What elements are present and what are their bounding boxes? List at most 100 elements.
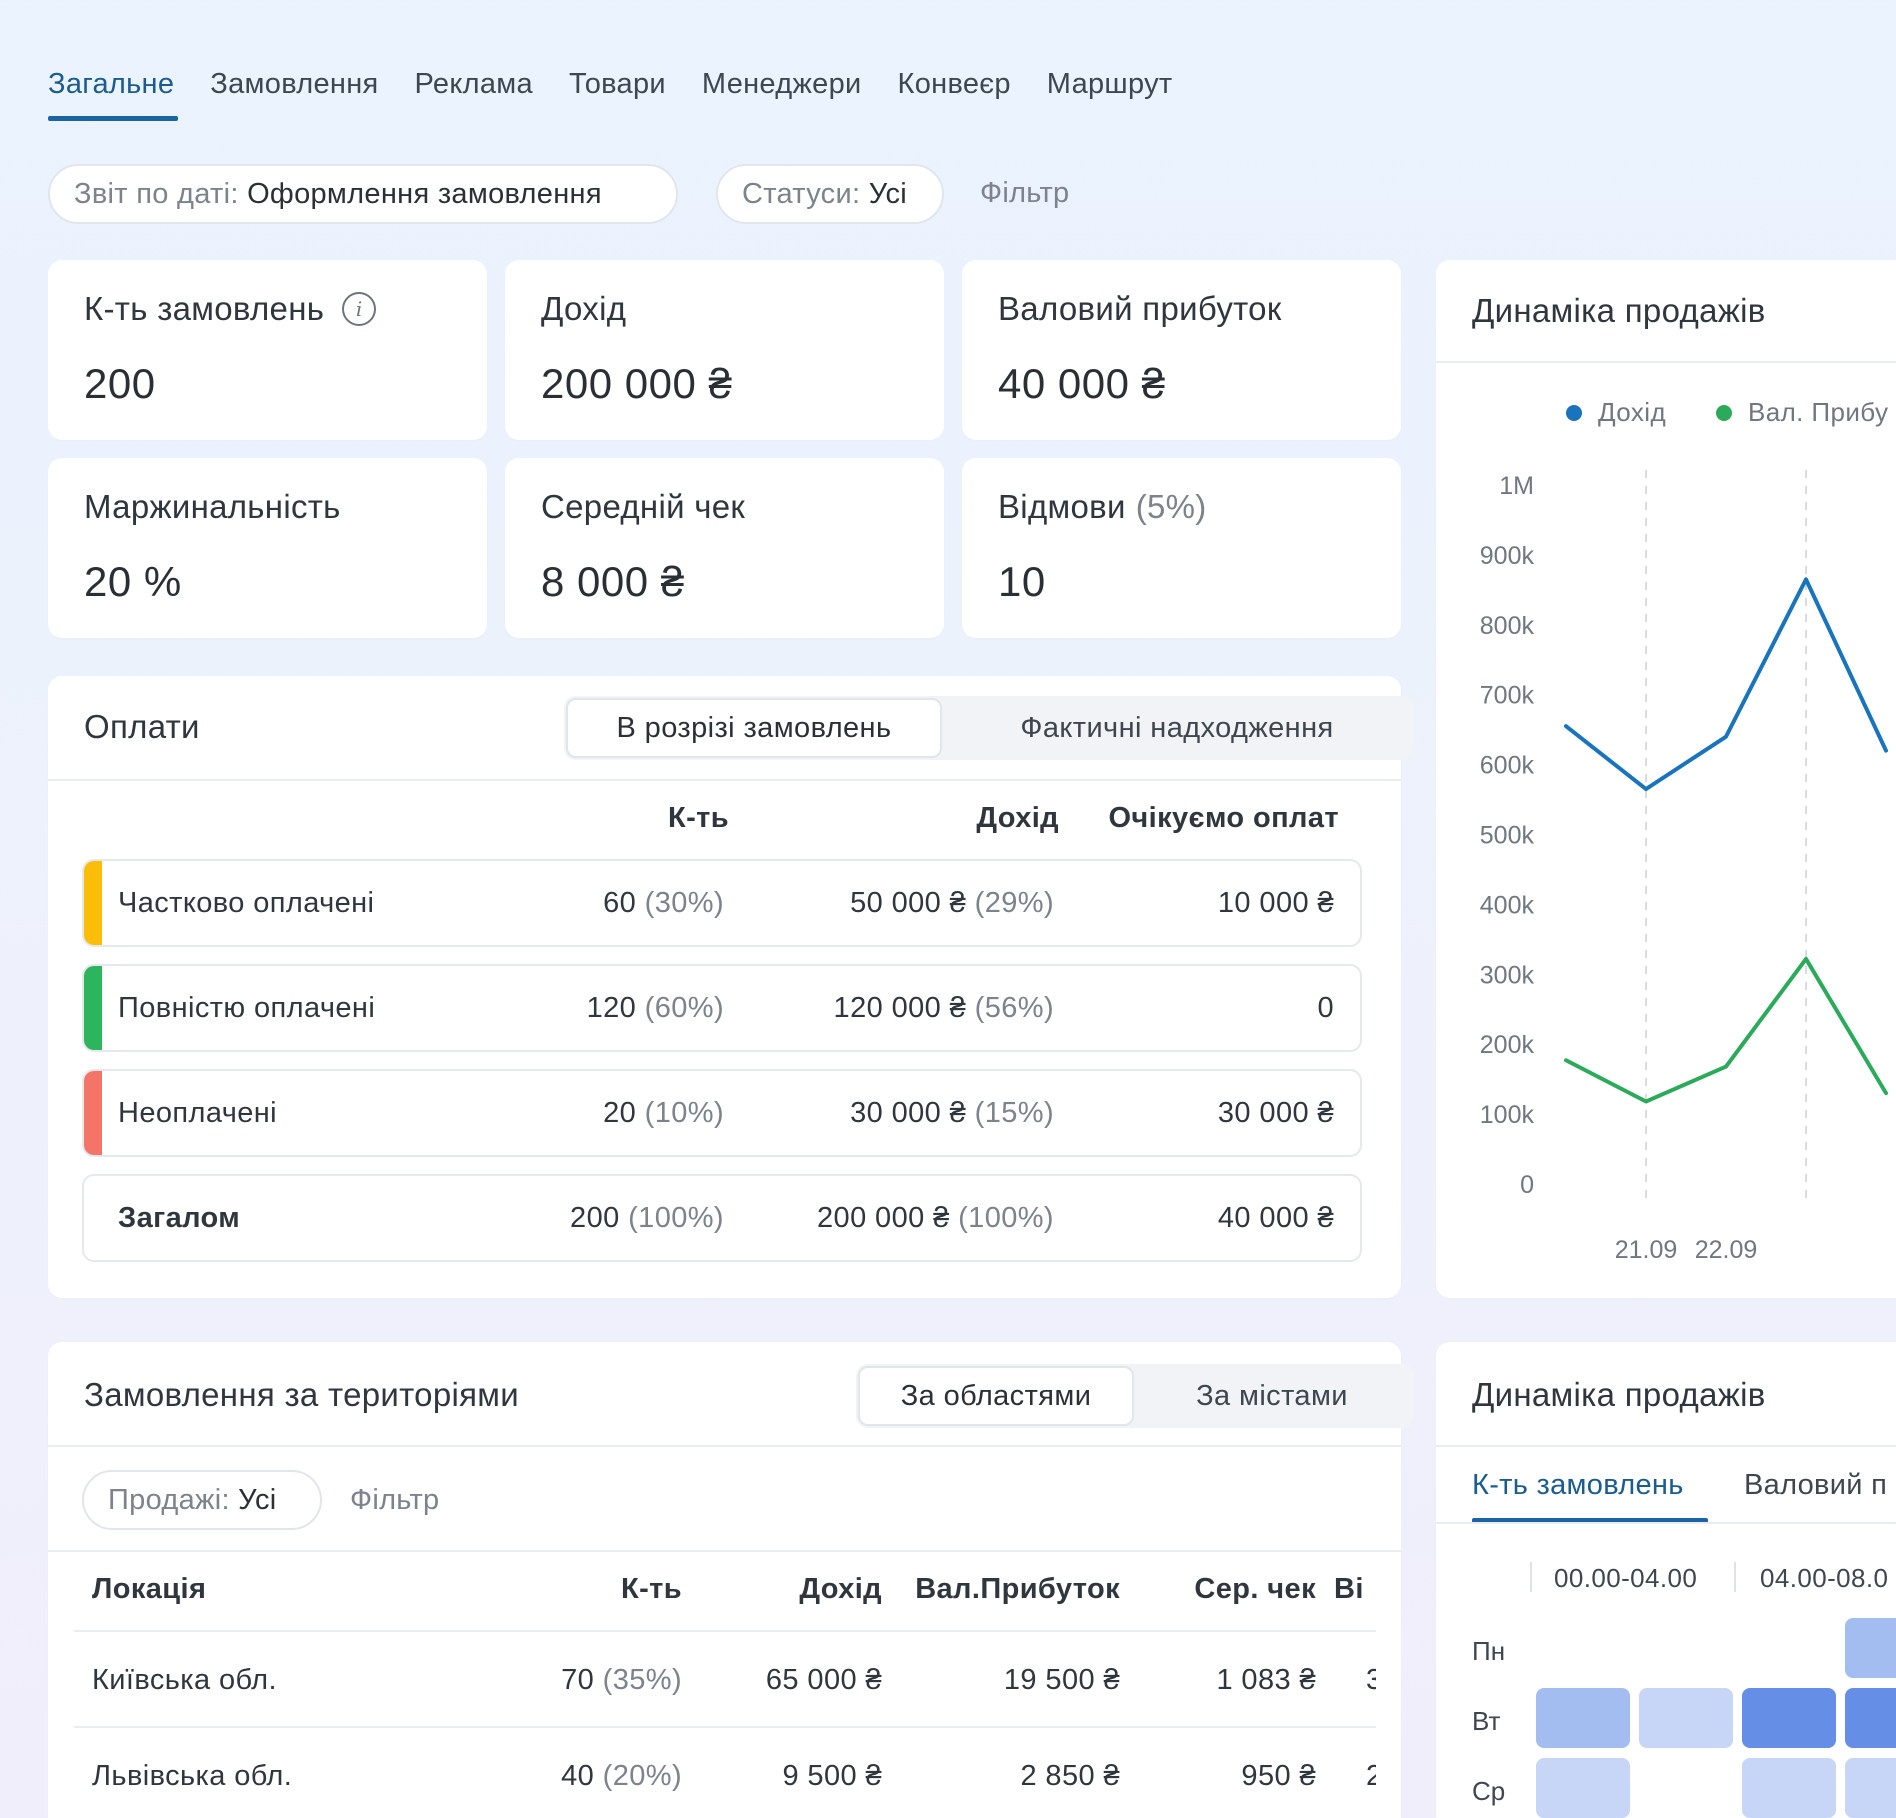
sales-filter-chip[interactable]: Продажі: Усі	[82, 1470, 322, 1530]
count-cell: 40 (20%)	[561, 1760, 682, 1793]
revenue-cell: 9 500 ₴	[782, 1760, 882, 1792]
heatmap-day-label: Вт	[1472, 1706, 1501, 1736]
tab-pipeline[interactable]: Конвеєр	[897, 68, 1011, 100]
heatmap-divider	[1436, 1445, 1896, 1447]
date-filter-chip[interactable]: Звіт по даті: Оформлення замовлення	[48, 164, 678, 224]
payments-divider	[48, 779, 1401, 781]
payments-title: Оплати	[84, 708, 200, 745]
x-tick-label: 22.09	[1695, 1236, 1758, 1264]
y-tick-label: 900k	[1480, 542, 1535, 570]
territories-toggle: За областями За містами	[856, 1364, 1414, 1428]
y-tick-label: 500k	[1480, 822, 1535, 850]
heatmap-cell[interactable]	[1742, 1688, 1836, 1748]
filter-link[interactable]: Фільтр	[980, 177, 1070, 209]
y-tick-label: 100k	[1480, 1101, 1535, 1129]
payment-row-name: Повністю оплачені	[118, 991, 376, 1024]
count-value: 120	[586, 991, 637, 1024]
territories-divider	[48, 1445, 1401, 1447]
status-color-bar	[84, 861, 102, 945]
revenue-cell: 65 000 ₴	[765, 1664, 882, 1696]
tab-route[interactable]: Маршрут	[1046, 68, 1173, 100]
revenue-pct: (29%)	[974, 886, 1054, 919]
heatmap-day-label: Пн	[1472, 1636, 1506, 1666]
territories-filter-link[interactable]: Фільтр	[350, 1484, 440, 1516]
heatmap-col-separator	[1530, 1562, 1532, 1592]
refusals-cell: 3	[1366, 1664, 1376, 1696]
heatmap-tab-gross-profit[interactable]: Валовий п	[1744, 1469, 1888, 1501]
heatmap-cell[interactable]	[1845, 1688, 1896, 1748]
heatmap-day-label: Ср	[1472, 1776, 1506, 1806]
sales-filter-label: Продажі:	[108, 1483, 230, 1516]
profit-cell: 2 850 ₴	[1020, 1760, 1120, 1792]
heatmap-col-label: 00.00-04.00	[1554, 1563, 1698, 1593]
y-tick-label: 600k	[1480, 752, 1535, 780]
date-filter-label: Звіт по даті:	[74, 177, 239, 210]
tab-products[interactable]: Товари	[568, 68, 666, 100]
refusals-cell: 2	[1366, 1760, 1376, 1792]
payments-header-revenue: Дохід	[976, 802, 1059, 834]
payment-total-expected: 40 000 ₴	[1217, 1201, 1334, 1234]
payments-header-count: К-ть	[668, 802, 729, 834]
heatmap-cell[interactable]	[1639, 1688, 1733, 1748]
kpi-refusals-label: Відмови	[998, 488, 1126, 525]
heatmap-cell[interactable]	[1845, 1618, 1896, 1678]
heatmap-cell[interactable]	[1845, 1758, 1896, 1818]
kpi-revenue-label: Дохід	[541, 290, 627, 327]
location-cell: Київська обл.	[92, 1664, 277, 1696]
heatmap-cell[interactable]	[1536, 1758, 1630, 1818]
tab-general[interactable]: Загальне	[48, 68, 179, 121]
y-tick-label: 1M	[1499, 472, 1534, 500]
tab-ads[interactable]: Реклама	[414, 68, 533, 100]
territories-table: Локація К-ть Дохід Вал.Прибуток Сер. чек…	[48, 1342, 1376, 1818]
revenue-pct: (15%)	[974, 1096, 1054, 1129]
heatmap-cell[interactable]	[1742, 1758, 1836, 1818]
payment-row-expected: 30 000 ₴	[1217, 1096, 1334, 1129]
toggle-by-regions[interactable]: За областями	[858, 1366, 1134, 1426]
toggle-by-cities[interactable]: За містами	[1196, 1379, 1348, 1412]
count-pct: (30%)	[644, 886, 724, 919]
sales-line-chart: 0 100k 200k 300k 400k 500k 600k 700k 800k 900k 1M 2…	[1480, 470, 1888, 1264]
status-filter-value: Усі	[868, 177, 908, 210]
kpi-gross-profit-value: 40 000 ₴	[998, 360, 1166, 407]
count-pct: (10%)	[644, 1096, 724, 1129]
y-tick-label: 300k	[1480, 961, 1535, 989]
payment-row-expected: 0	[1317, 991, 1334, 1024]
status-filter-chip[interactable]: Статуси: Усі	[716, 164, 944, 224]
row-divider	[74, 1630, 1376, 1632]
sales-chart-card: Динаміка продажів	[1436, 260, 1896, 1298]
info-icon[interactable]: i	[342, 292, 377, 326]
toggle-by-orders[interactable]: В розрізі замовлень	[566, 698, 942, 758]
y-tick-label: 0	[1520, 1171, 1534, 1199]
row-divider	[74, 1726, 1376, 1728]
count-pct: (35%)	[602, 1664, 682, 1696]
payment-row-count: 120 (60%)	[587, 966, 724, 1050]
tab-managers[interactable]: Менеджери	[701, 68, 862, 100]
status-color-bar	[84, 966, 102, 1050]
payment-row-revenue: 30 000 ₴ (15%)	[850, 1071, 1054, 1155]
kpi-margin-card: Маржинальність 20 %	[48, 458, 487, 638]
main-tabs: Загальне Замовлення Реклама Товари Менед…	[48, 68, 1173, 121]
kpi-revenue-card: Дохід 200 000 ₴	[505, 260, 944, 440]
kpi-gross-profit-card: Валовий прибуток 40 000 ₴	[962, 260, 1401, 440]
kpi-orders-value: 200	[84, 360, 156, 407]
tab-orders[interactable]: Замовлення	[210, 68, 379, 100]
sales-chart-divider	[1436, 361, 1896, 363]
territories-title: Замовлення за територіями	[84, 1376, 520, 1413]
heatmap-tab-orders[interactable]: К-ть замовлень	[1472, 1469, 1684, 1501]
col-count: К-ть	[621, 1573, 682, 1605]
count-cell: 70 (35%)	[561, 1664, 682, 1697]
revenue-value: 50 000 ₴	[850, 886, 967, 919]
col-refusals: Ві	[1334, 1573, 1364, 1605]
status-filter-label: Статуси:	[742, 177, 861, 210]
toggle-actual-receipts[interactable]: Фактичні надходження	[1020, 711, 1334, 744]
series-line-gross-profit	[1564, 956, 1888, 1104]
kpi-orders-label-row: К-ть замовлень i	[84, 290, 377, 328]
heatmap-cell[interactable]	[1536, 1688, 1630, 1748]
legend-revenue: Дохід	[1566, 397, 1666, 428]
revenue-pct: (56%)	[974, 991, 1054, 1024]
payments-card: Оплати В розрізі замовлень Фактичні надх…	[48, 676, 1414, 1298]
sales-chart-title: Динаміка продажів	[1472, 292, 1766, 329]
count-pct: (20%)	[602, 1760, 682, 1792]
revenue-value: 120 000 ₴	[833, 991, 967, 1024]
heatmap-col-separator	[1734, 1562, 1736, 1592]
